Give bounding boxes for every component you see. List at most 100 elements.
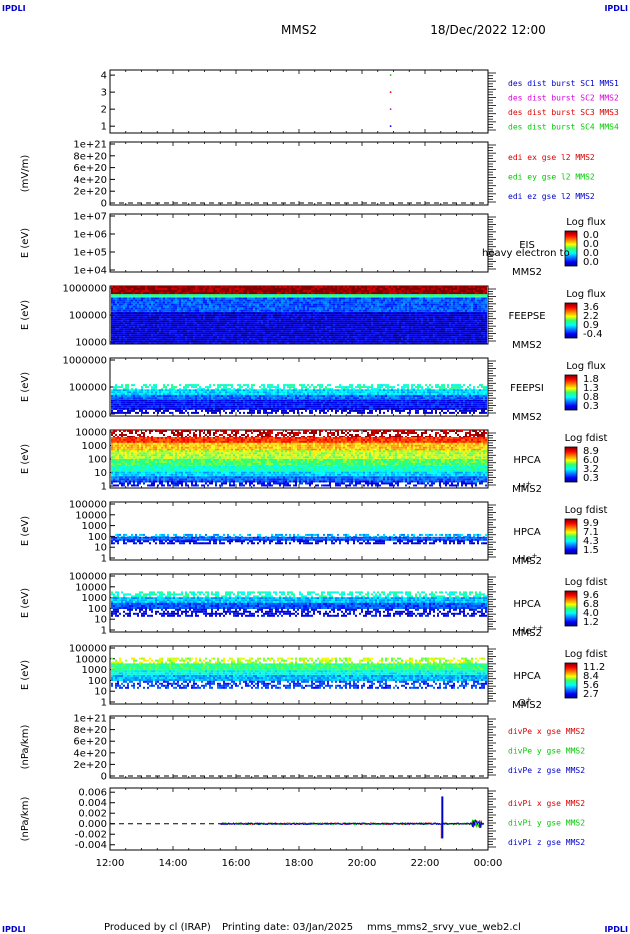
spectrogram-cell xyxy=(241,306,243,308)
spectrogram-cell xyxy=(139,328,141,330)
spectrogram-cell xyxy=(145,318,147,320)
spectrogram-cell xyxy=(313,322,315,324)
spectrogram-cell xyxy=(165,328,167,330)
spectrogram-cell xyxy=(265,308,267,310)
spectrogram-cell xyxy=(319,312,321,314)
spectrogram-cell xyxy=(445,312,447,314)
spectrogram-cell xyxy=(277,288,279,290)
spectrogram-cell xyxy=(433,328,435,330)
spectrogram-cell xyxy=(239,308,241,310)
spectrogram-cell xyxy=(455,306,457,308)
spectrogram-cell xyxy=(221,288,223,290)
spectrogram-cell xyxy=(211,330,213,332)
spectrogram-cell xyxy=(303,316,305,318)
spectrogram-cell xyxy=(163,306,165,308)
spectrogram-cell xyxy=(405,324,407,326)
spectrogram-cell xyxy=(341,294,343,296)
spectrogram-cell xyxy=(475,286,477,288)
spectrogram-cell xyxy=(311,324,313,326)
spectrogram-cell xyxy=(477,304,479,306)
spectrogram-cell xyxy=(457,316,459,318)
spectrogram-cell xyxy=(323,320,325,322)
spectrogram-cell xyxy=(203,318,205,320)
spectrogram-cell xyxy=(173,298,175,300)
spectrogram-cell xyxy=(401,314,403,316)
spectrogram-cell xyxy=(271,328,273,330)
spectrogram-cell xyxy=(319,306,321,308)
spectrogram-cell xyxy=(131,300,133,302)
spectrogram-cell xyxy=(331,308,333,310)
spectrogram-cell xyxy=(159,302,161,304)
spectrogram-cell xyxy=(111,288,113,290)
spectrogram-cell xyxy=(289,318,291,320)
spectrogram-cell xyxy=(465,308,467,310)
spectrogram-cell xyxy=(345,298,347,300)
spectrogram-cell xyxy=(119,324,121,326)
spectrogram-cell xyxy=(195,328,197,330)
spectrogram-cell xyxy=(209,294,211,296)
spectrogram-cell xyxy=(343,314,345,316)
spectrogram-cell xyxy=(425,318,427,320)
spectrogram-cell xyxy=(485,308,487,310)
spectrogram-cell xyxy=(181,310,183,312)
spectrogram-cell xyxy=(291,302,293,304)
spectrogram-cell xyxy=(351,294,353,296)
spectrogram-cell xyxy=(135,324,137,326)
spectrogram-cell xyxy=(191,328,193,330)
spectrogram-cell xyxy=(447,292,449,294)
spectrogram-cell xyxy=(315,318,317,320)
spectrogram-cell xyxy=(201,322,203,324)
spectrogram-cell xyxy=(265,316,267,318)
spectrogram-cell xyxy=(393,294,395,296)
spectrogram-cell xyxy=(239,294,241,296)
spectrogram-cell xyxy=(427,314,429,316)
spectrogram-cell xyxy=(153,330,155,332)
spectrogram-cell xyxy=(319,330,321,332)
spectrogram-cell xyxy=(189,330,191,332)
spectrogram-cell xyxy=(199,316,201,318)
spectrogram-cell xyxy=(327,292,329,294)
spectrogram-cell xyxy=(127,290,129,292)
spectrogram-cell xyxy=(253,328,255,330)
spectrogram-cell xyxy=(483,322,485,324)
spectrogram-cell xyxy=(437,318,439,320)
spectrogram-cell xyxy=(377,318,379,320)
spectrogram-cell xyxy=(311,292,313,294)
spectrogram-cell xyxy=(311,310,313,312)
spectrogram-cell xyxy=(425,292,427,294)
spectrogram-cell xyxy=(417,298,419,300)
spectrogram-cell xyxy=(469,322,471,324)
spectrogram-cell xyxy=(349,326,351,328)
spectrogram-cell xyxy=(461,290,463,292)
spectrogram-cell xyxy=(453,286,455,288)
spectrogram-cell xyxy=(223,302,225,304)
spectrogram-cell xyxy=(333,314,335,316)
spectrogram-cell xyxy=(437,304,439,306)
spectrogram-cell xyxy=(135,294,137,296)
spectrogram-cell xyxy=(425,300,427,302)
spectrogram-cell xyxy=(183,308,185,310)
spectrogram-cell xyxy=(389,290,391,292)
spectrogram-cell xyxy=(419,316,421,318)
spectrogram-cell xyxy=(461,304,463,306)
spectrogram-cell xyxy=(447,314,449,316)
spectrogram-cell xyxy=(417,318,419,320)
spectrogram-cell xyxy=(373,298,375,300)
spectrogram-cell xyxy=(125,306,127,308)
spectrogram-cell xyxy=(387,288,389,290)
spectrogram-cell xyxy=(441,318,443,320)
spectrogram-cell xyxy=(411,308,413,310)
spectrogram-cell xyxy=(469,310,471,312)
spectrogram-cell xyxy=(285,316,287,318)
spectrogram-cell xyxy=(251,294,253,296)
spectrogram-cell xyxy=(409,316,411,318)
spectrogram-cell xyxy=(377,322,379,324)
spectrogram-cell xyxy=(333,328,335,330)
spectrogram-cell xyxy=(237,320,239,322)
spectrogram-cell xyxy=(291,294,293,296)
spectrogram-cell xyxy=(273,318,275,320)
spectrogram-cell xyxy=(227,298,229,300)
spectrogram-cell xyxy=(263,318,265,320)
spectrogram-cell xyxy=(167,328,169,330)
spectrogram-cell xyxy=(177,318,179,320)
